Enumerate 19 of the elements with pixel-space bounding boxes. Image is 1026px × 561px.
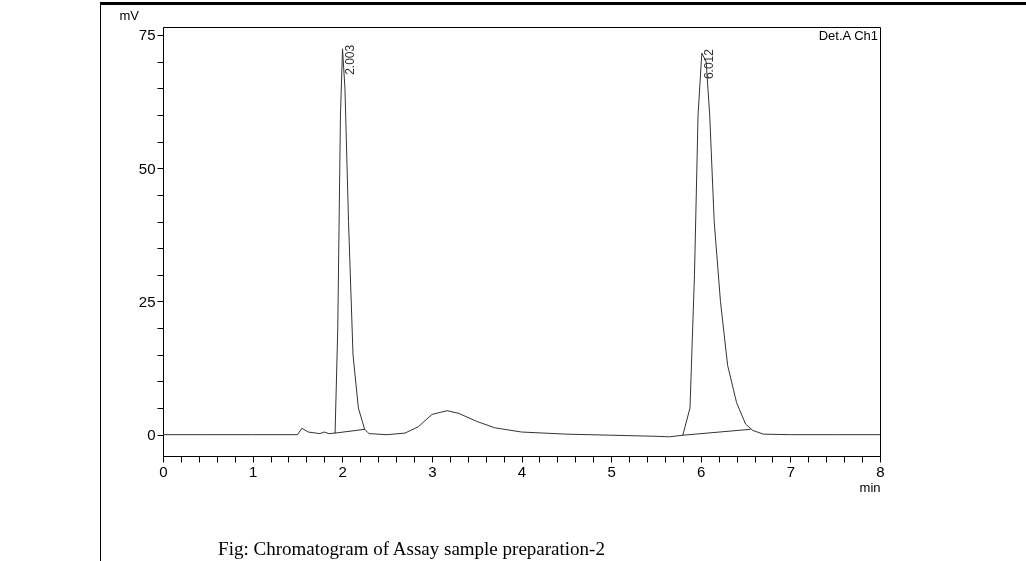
annotation: 2.003: [342, 44, 357, 75]
x-axis-title: min: [859, 479, 881, 495]
x-tick-label: 6: [697, 462, 706, 480]
x-tick-label: 0: [159, 462, 168, 480]
annotation: Det.A Ch1: [818, 28, 878, 43]
text: Fig: Chromatogram of Assay sample preparation-2: [218, 538, 605, 559]
y-tick-label: 75: [138, 26, 156, 44]
x-tick-label: 1: [248, 462, 258, 480]
annotation: 6.012: [701, 48, 716, 80]
x-tick-label: 8: [876, 462, 885, 480]
x-tick-label: 7: [786, 462, 796, 480]
x-tick-label: 5: [607, 462, 616, 480]
y-tick-label: 25: [138, 292, 156, 310]
y-tick-label: 50: [138, 159, 156, 177]
x-tick-label: 4: [517, 462, 527, 480]
y-tick-label: 0: [147, 426, 156, 444]
x-tick-label: 2: [338, 462, 347, 480]
x-tick-label: 3: [428, 462, 437, 480]
y-axis-title: mV: [119, 7, 140, 23]
